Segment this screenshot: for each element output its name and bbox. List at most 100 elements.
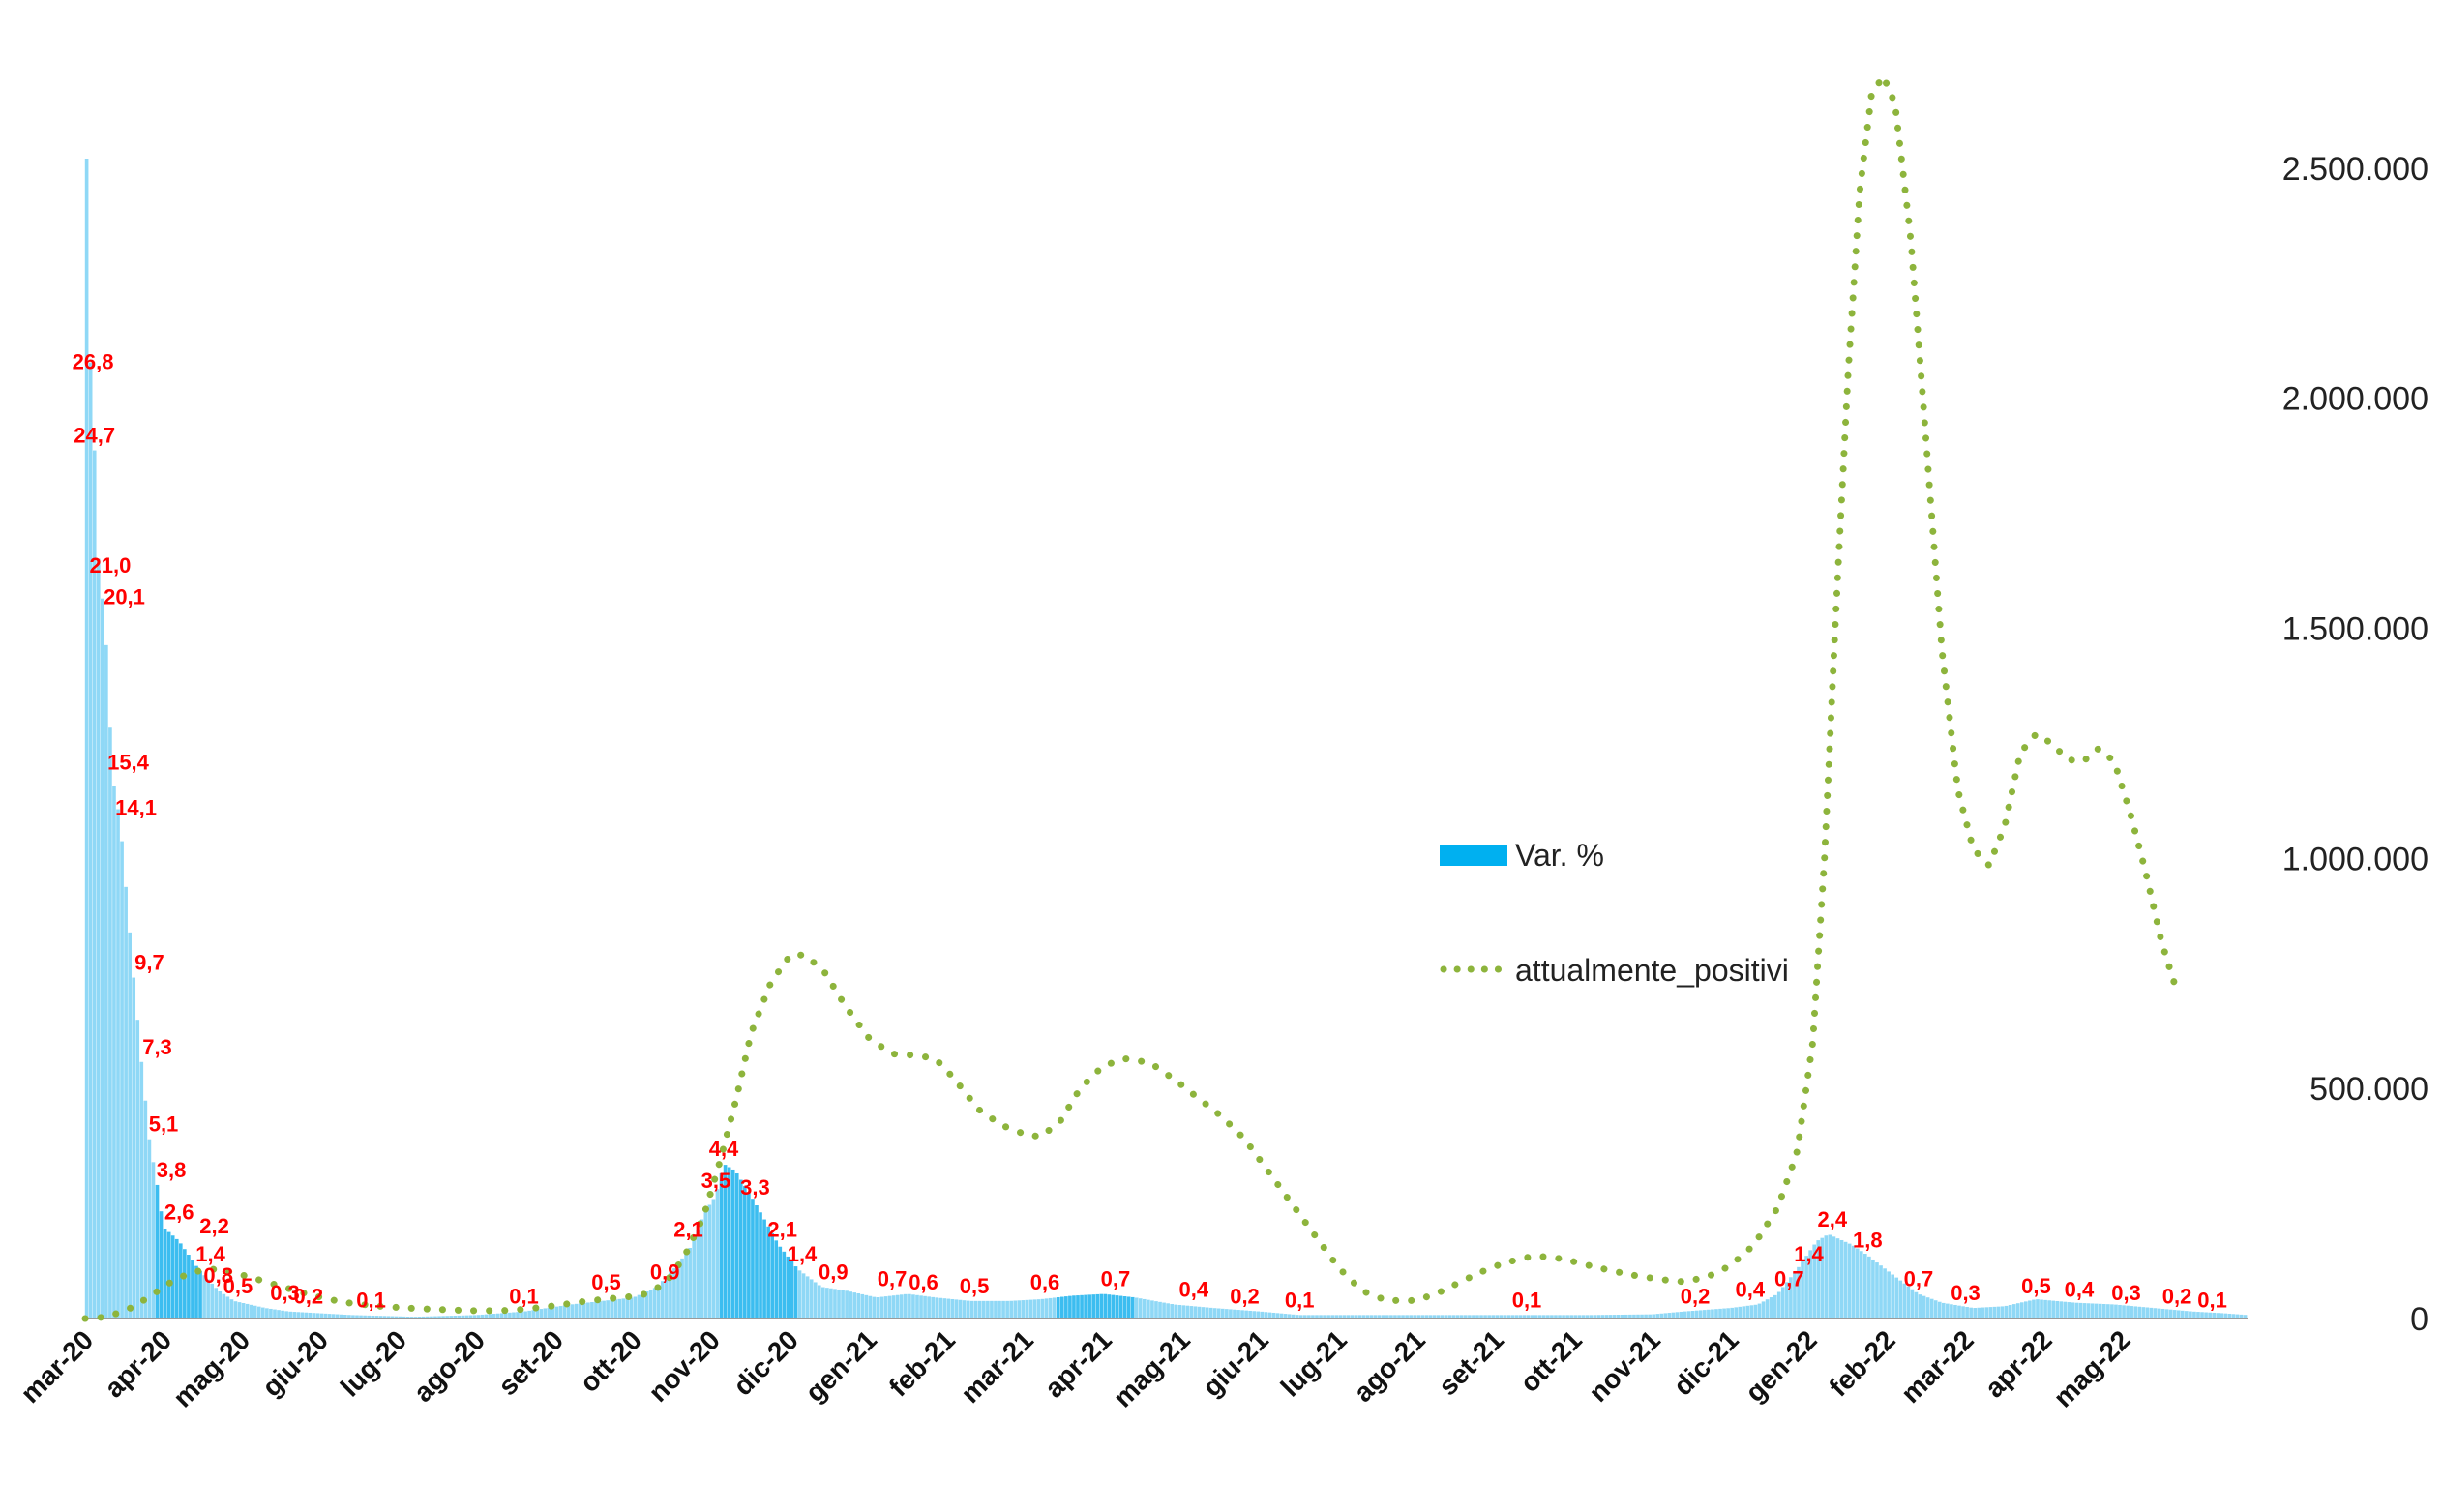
bar-347 <box>1444 1315 1448 1319</box>
bar-223 <box>958 1299 963 1319</box>
bar-328 <box>1369 1315 1374 1319</box>
x-tick-label-12: mar-21 <box>955 1324 1039 1408</box>
bar-222 <box>954 1299 959 1319</box>
bar-459 <box>1883 1268 1887 1319</box>
bar-300 <box>1260 1311 1265 1319</box>
bar-446 <box>1832 1236 1836 1319</box>
bar-336 <box>1401 1315 1405 1319</box>
bar-526 <box>2145 1307 2150 1319</box>
bar-359 <box>1491 1315 1495 1319</box>
bar-415 <box>1711 1309 1714 1319</box>
bar-71 <box>363 1315 367 1319</box>
bar-90 <box>437 1316 441 1319</box>
bar-465 <box>1906 1286 1911 1319</box>
bar-461 <box>1891 1274 1894 1319</box>
bar-253 <box>1076 1295 1080 1319</box>
bar-141 <box>637 1294 641 1319</box>
legend-label-attualmente-positivi: attualmente_positivi <box>1515 953 1789 988</box>
bar-289 <box>1216 1308 1221 1319</box>
bar-259 <box>1099 1293 1104 1319</box>
bar-17 <box>151 1162 156 1319</box>
bar-218 <box>938 1297 943 1319</box>
legend: Var. % attualmente_positivi <box>1440 838 1789 988</box>
bar-521 <box>2126 1305 2130 1319</box>
bar-12 <box>132 977 136 1319</box>
bar-453 <box>1859 1251 1863 1319</box>
bar-data-label-46: 0,4 <box>2065 1278 2095 1302</box>
bar-502 <box>2051 1300 2055 1319</box>
bar-86 <box>422 1316 426 1319</box>
bar-330 <box>1377 1315 1382 1319</box>
bar-191 <box>833 1289 837 1319</box>
bar-63 <box>331 1314 336 1319</box>
bar-227 <box>973 1300 978 1319</box>
bar-201 <box>872 1296 877 1319</box>
bar-490 <box>2004 1305 2009 1319</box>
bar-417 <box>1718 1308 1722 1319</box>
bar-408 <box>1683 1311 1687 1319</box>
bar-124 <box>570 1304 575 1319</box>
bar-157 <box>700 1219 704 1319</box>
bar-344 <box>1432 1315 1437 1319</box>
bar-488 <box>1996 1306 2001 1319</box>
bar-528 <box>2153 1308 2158 1319</box>
bar-248 <box>1056 1297 1060 1319</box>
bar-455 <box>1867 1256 1871 1319</box>
bar-472 <box>1933 1300 1938 1319</box>
bar-data-label-10: 2,6 <box>164 1201 194 1225</box>
bar-295 <box>1240 1310 1244 1319</box>
bar-371 <box>1537 1315 1542 1319</box>
bar-121 <box>558 1306 563 1319</box>
bar-3 <box>96 558 101 1319</box>
bar-269 <box>1138 1298 1143 1319</box>
bar-200 <box>868 1295 873 1319</box>
bar-410 <box>1690 1311 1695 1319</box>
bar-467 <box>1914 1291 1919 1319</box>
bar-332 <box>1385 1315 1389 1319</box>
bar-data-label-6: 9,7 <box>134 951 164 975</box>
bar-322 <box>1346 1315 1351 1319</box>
bar-53 <box>292 1312 297 1319</box>
bar-149 <box>669 1272 672 1319</box>
bar-127 <box>582 1302 586 1319</box>
bar-184 <box>805 1276 810 1319</box>
bar-data-label-21: 2,1 <box>673 1218 703 1242</box>
bar-388 <box>1604 1315 1609 1319</box>
bar-267 <box>1130 1296 1135 1319</box>
bar-327 <box>1365 1315 1370 1319</box>
bar-469 <box>1922 1295 1926 1319</box>
bar-351 <box>1459 1315 1464 1319</box>
bar-197 <box>856 1293 861 1319</box>
bar-546 <box>2223 1313 2228 1319</box>
bar-19 <box>159 1211 164 1319</box>
bar-363 <box>1506 1315 1511 1319</box>
bar-311 <box>1303 1315 1307 1319</box>
bar-91 <box>441 1316 445 1319</box>
bar-data-label-28: 0,7 <box>878 1267 908 1291</box>
bar-134 <box>610 1299 613 1319</box>
x-tick-label-6: set-20 <box>492 1324 569 1401</box>
bar-164 <box>727 1167 731 1319</box>
bar-244 <box>1040 1298 1045 1319</box>
bar-123 <box>566 1304 571 1319</box>
bar-452 <box>1855 1248 1860 1319</box>
bar-70 <box>359 1315 363 1319</box>
bar-data-label-44: 0,3 <box>1951 1281 1981 1305</box>
bar-data-label-9: 3,8 <box>157 1158 187 1182</box>
x-tick-label-15: giu-21 <box>1197 1324 1274 1402</box>
x-tick-label-14: mag-21 <box>1108 1324 1196 1412</box>
bar-data-label-24: 3,3 <box>740 1175 770 1200</box>
bar-data-label-35: 0,1 <box>1285 1288 1315 1312</box>
bar-111 <box>520 1311 523 1319</box>
bar-369 <box>1530 1315 1534 1319</box>
bar-374 <box>1550 1315 1554 1319</box>
bar-160 <box>711 1199 716 1319</box>
bar-544 <box>2216 1313 2220 1319</box>
bar-501 <box>2047 1300 2051 1319</box>
bar-204 <box>883 1296 888 1319</box>
bar-203 <box>879 1296 884 1319</box>
bar-137 <box>621 1298 626 1319</box>
bar-414 <box>1707 1309 1711 1319</box>
bar-48 <box>273 1309 277 1319</box>
bar-405 <box>1671 1312 1676 1319</box>
